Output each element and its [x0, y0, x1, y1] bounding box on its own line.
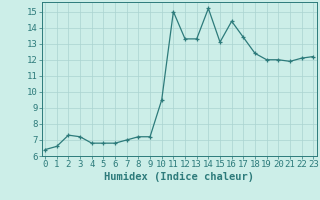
- X-axis label: Humidex (Indice chaleur): Humidex (Indice chaleur): [104, 172, 254, 182]
